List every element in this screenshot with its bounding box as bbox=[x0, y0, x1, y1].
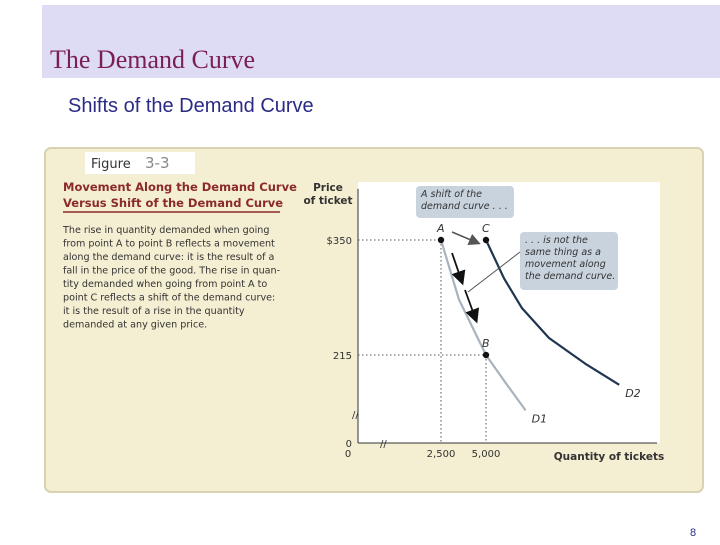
figure-word: Figure bbox=[91, 157, 131, 172]
point-label: C bbox=[482, 222, 490, 235]
figure-heading: Movement Along the Demand Curve bbox=[63, 180, 297, 194]
y-axis-label: of ticket bbox=[303, 195, 352, 207]
point bbox=[482, 236, 490, 244]
pointer-line bbox=[467, 251, 521, 293]
figure-caption: point C reflects a shift of the demand c… bbox=[63, 293, 275, 304]
annotation-box bbox=[416, 186, 514, 218]
annotation-text: same thing as a bbox=[525, 247, 601, 258]
y-tick-label: 0 bbox=[346, 439, 352, 450]
figure-number: 3-3 bbox=[145, 154, 170, 172]
figure-heading: Versus Shift of the Demand Curve bbox=[63, 196, 283, 210]
annotation-text: the demand curve. bbox=[525, 271, 615, 282]
series-label: D1 bbox=[532, 412, 547, 425]
movement-arrow bbox=[464, 289, 480, 324]
figure-caption: demanded at any given price. bbox=[63, 320, 207, 331]
page-number: 8 bbox=[690, 527, 696, 539]
y-tick-label: 215 bbox=[333, 351, 352, 362]
plot-area bbox=[358, 182, 660, 443]
figure-caption: it is the result of a rise in the quanti… bbox=[63, 306, 245, 317]
x-axis-label: Quantity of tickets bbox=[554, 451, 664, 463]
y-tick-label: $350 bbox=[327, 236, 352, 247]
annotation-text: . . . is not the bbox=[525, 235, 588, 246]
x-tick-label: 2,500 bbox=[427, 449, 456, 460]
movement-arrow bbox=[451, 252, 466, 286]
x-tick-label: 5,000 bbox=[472, 449, 501, 460]
axis-break: // bbox=[352, 410, 359, 421]
shift-arrow bbox=[451, 231, 481, 246]
slide-title: The Demand Curve bbox=[50, 45, 255, 74]
annotation-text: movement along bbox=[525, 259, 606, 270]
point-label: A bbox=[436, 222, 445, 235]
figure-caption: fall in the price of the good. The rise … bbox=[63, 266, 280, 277]
point-label: B bbox=[482, 337, 490, 350]
y-axis-label: Price bbox=[313, 182, 343, 194]
title-banner bbox=[42, 5, 720, 78]
point bbox=[437, 236, 445, 244]
figure-caption: along the demand curve: it is the result… bbox=[63, 252, 274, 263]
figure-caption: The rise in quantity demanded when going bbox=[62, 225, 269, 236]
demand-curve bbox=[485, 239, 620, 386]
figure-tab bbox=[85, 152, 195, 174]
annotation-box bbox=[520, 232, 618, 290]
annotation-text: demand curve . . . bbox=[421, 201, 508, 212]
figure-caption: tity demanded when going from point A to bbox=[63, 279, 267, 290]
annotation-text: A shift of the bbox=[420, 189, 482, 200]
x-tick-label: 0 bbox=[345, 449, 351, 460]
slide-subtitle: Shifts of the Demand Curve bbox=[68, 95, 314, 117]
point bbox=[482, 351, 490, 359]
figure-caption: from point A to point B reflects a movem… bbox=[63, 239, 275, 250]
series-label: D2 bbox=[625, 387, 640, 400]
axis-break: // bbox=[380, 439, 387, 450]
